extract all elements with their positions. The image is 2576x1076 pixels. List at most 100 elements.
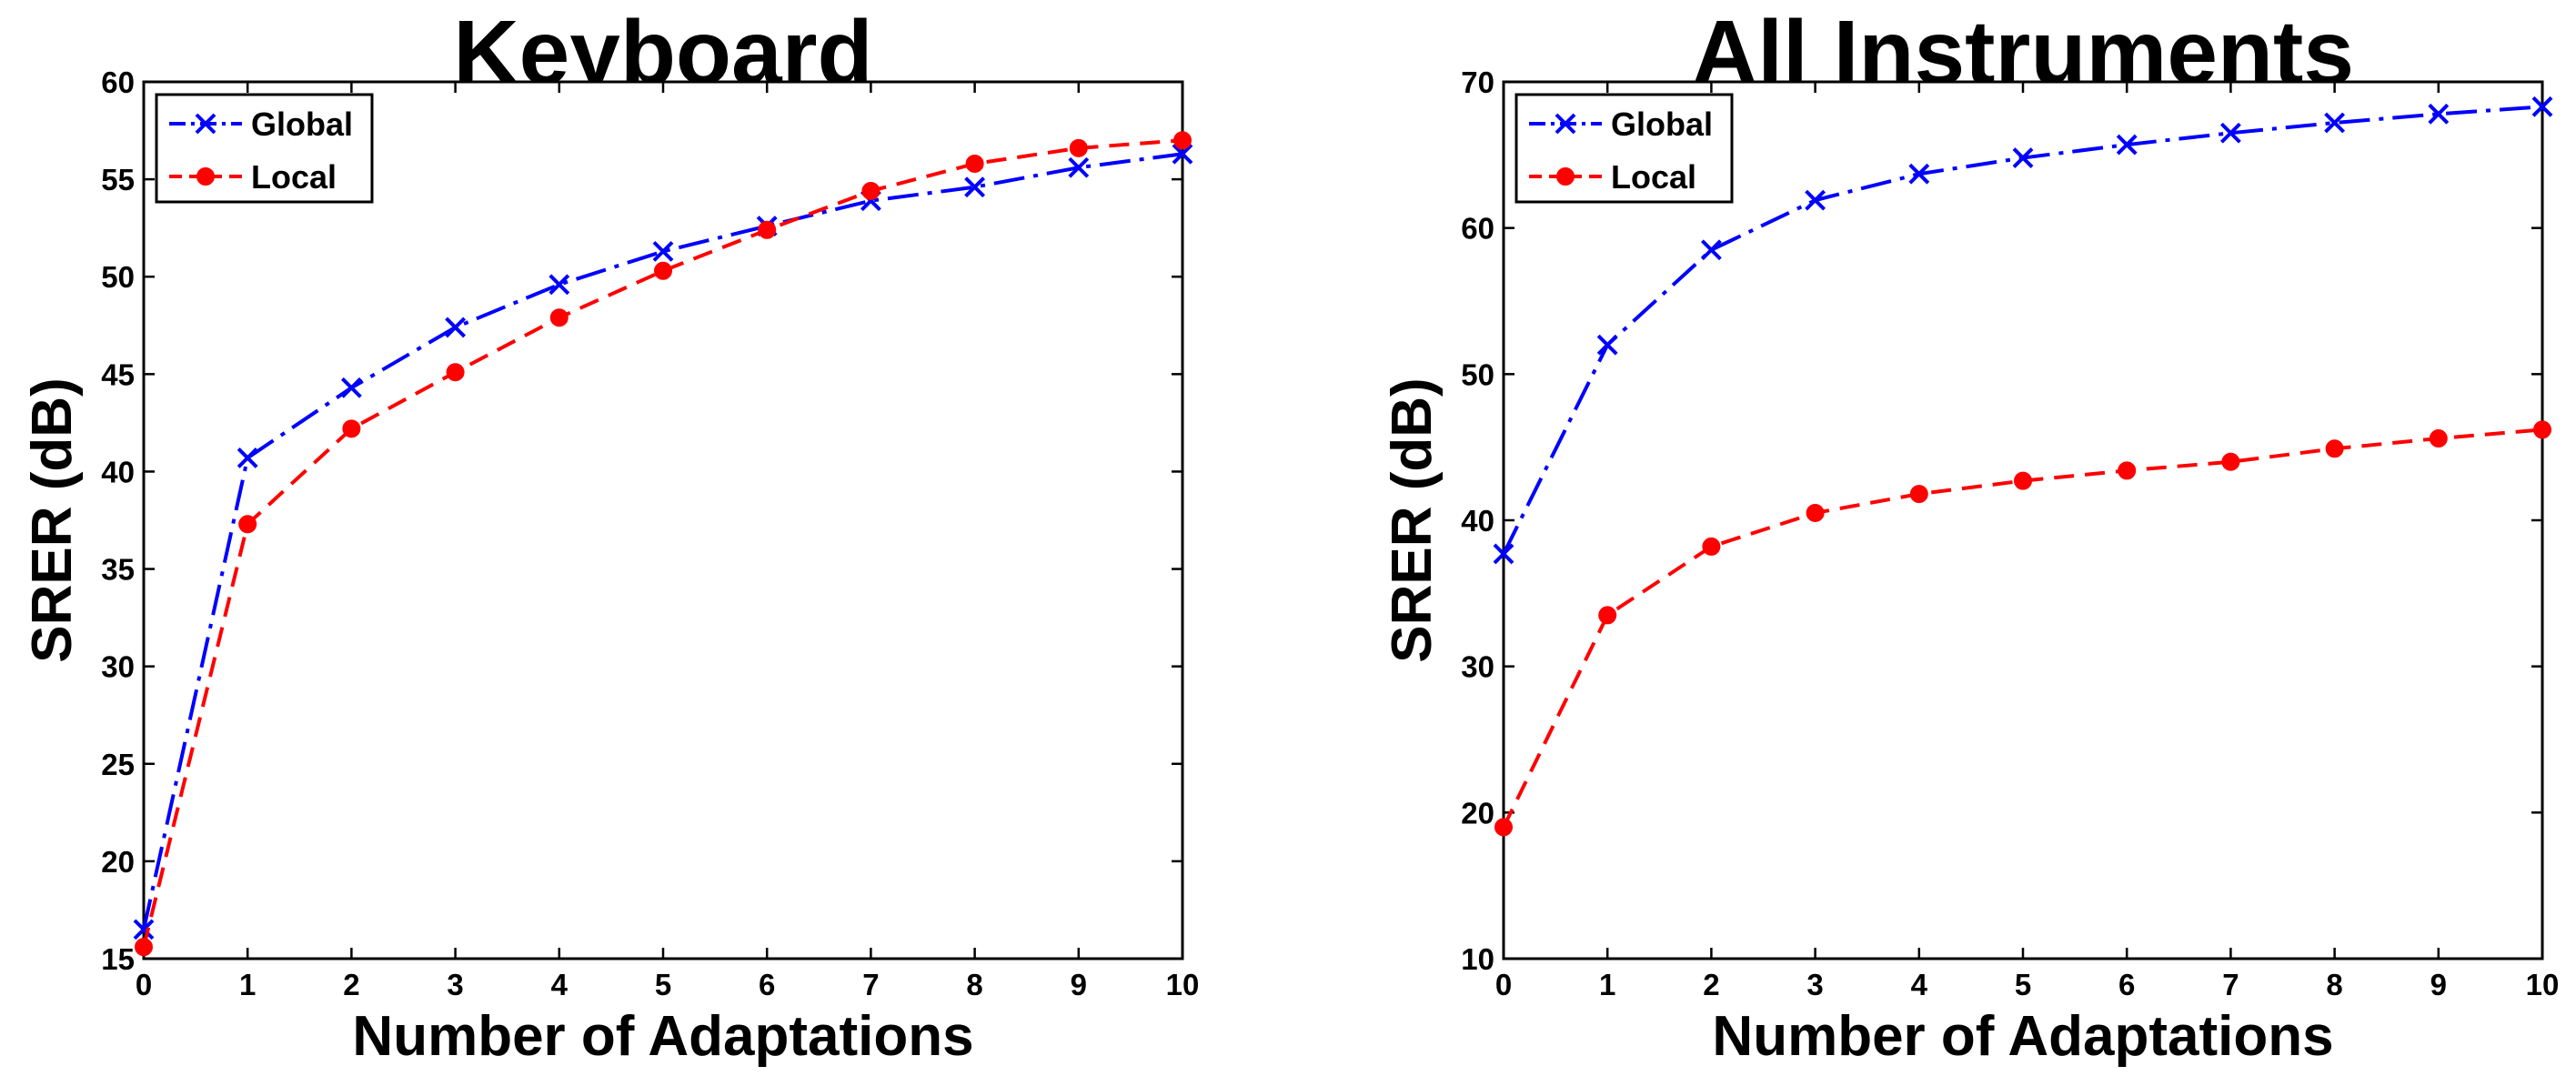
x-tick-label: 10 — [1166, 968, 1200, 1001]
y-tick-label: 20 — [101, 845, 135, 879]
data-point-global — [1908, 163, 1930, 185]
x-tick-label: 1 — [239, 968, 256, 1001]
data-point-global — [133, 919, 155, 940]
data-point-local — [2014, 471, 2032, 490]
legend-box — [1514, 93, 1734, 204]
y-tick-label: 40 — [1461, 504, 1494, 538]
y-tick-label: 40 — [101, 455, 135, 488]
data-point-global — [236, 447, 258, 468]
x-tick-label: 5 — [655, 968, 671, 1001]
data-point-global — [2012, 147, 2034, 168]
legend-label-local: Local — [1611, 158, 1696, 196]
y-tick-label: 35 — [101, 553, 135, 587]
y-axis-label: SRER (dB) — [21, 377, 84, 662]
data-point-global — [2324, 112, 2346, 134]
legend-marker-local — [1556, 167, 1575, 186]
x-tick-label: 7 — [2222, 968, 2239, 1001]
data-point-local — [2533, 420, 2551, 439]
data-point-global — [1172, 143, 1193, 165]
data-point-local — [1173, 131, 1192, 150]
data-point-global — [2531, 96, 2553, 117]
y-tick-label: 15 — [101, 942, 135, 976]
x-tick-label: 4 — [1911, 968, 1928, 1001]
legend: Global Local — [1514, 93, 1734, 204]
legend-marker-global — [1555, 113, 1576, 135]
data-point-local — [1069, 138, 1088, 157]
data-point-global — [2428, 103, 2450, 125]
x-tick-label: 2 — [343, 968, 359, 1001]
y-tick-label: 50 — [101, 260, 135, 294]
data-point-local — [2325, 439, 2344, 458]
y-tick-label: 10 — [1461, 942, 1494, 976]
series-local — [135, 131, 1192, 957]
plot-frame — [142, 80, 1184, 960]
data-point-local — [1494, 818, 1513, 837]
y-tick-label: 25 — [101, 748, 135, 781]
data-point-global — [1596, 334, 1618, 356]
data-point-local — [2221, 452, 2240, 471]
y-tick-label: 60 — [101, 65, 135, 99]
data-point-local — [654, 261, 672, 280]
data-point-global — [1068, 156, 1090, 178]
x-tick-label: 9 — [2430, 968, 2447, 1001]
x-tick-label: 4 — [551, 968, 569, 1001]
data-point-local — [238, 515, 257, 534]
series-local — [1494, 420, 2551, 837]
y-tick-label: 30 — [1461, 650, 1494, 684]
data-point-local — [1702, 537, 1721, 556]
legend-label-global: Global — [1611, 106, 1713, 143]
data-point-global — [964, 176, 986, 198]
data-point-local — [342, 419, 361, 438]
series-line-local — [1502, 427, 2543, 829]
y-tick-label: 50 — [1461, 357, 1494, 391]
y-tick-label: 30 — [101, 650, 135, 684]
x-tick-label: 2 — [1703, 968, 1719, 1001]
x-tick-label: 9 — [1071, 968, 1087, 1001]
x-tick-label: 6 — [759, 968, 775, 1001]
y-tick-label: 45 — [101, 357, 135, 391]
y-tick-label: 60 — [1461, 212, 1494, 246]
data-point-local — [549, 308, 569, 327]
data-point-local — [861, 181, 880, 200]
data-point-local — [758, 220, 777, 239]
data-point-local — [1806, 503, 1825, 522]
legend-marker-local — [196, 167, 215, 186]
x-tick-label: 5 — [2015, 968, 2031, 1001]
data-point-global — [340, 377, 362, 398]
data-point-local — [2118, 461, 2137, 480]
series-line-local — [142, 138, 1183, 948]
y-tick-label: 20 — [1461, 796, 1494, 830]
y-tick-label: 55 — [101, 163, 135, 196]
x-tick-label: 8 — [2326, 968, 2342, 1001]
x-tick-label: 8 — [966, 968, 982, 1001]
y-tick-label: 70 — [1461, 65, 1494, 99]
x-tick-label: 3 — [447, 968, 463, 1001]
data-point-global — [2116, 134, 2138, 156]
x-axis-label: Number of Adaptations — [1712, 1005, 2333, 1068]
data-point-global — [2219, 122, 2241, 144]
data-point-global — [445, 317, 467, 338]
x-tick-label: 6 — [2118, 968, 2135, 1001]
x-axis-label: Number of Adaptations — [352, 1005, 973, 1068]
data-point-local — [1598, 606, 1617, 625]
legend-label-local: Local — [251, 158, 337, 196]
y-axis-label: SRER (dB) — [1381, 377, 1444, 662]
x-tick-label: 1 — [1599, 968, 1615, 1001]
data-point-local — [965, 154, 984, 173]
x-tick-label: 3 — [1806, 968, 1823, 1001]
data-point-local — [135, 938, 153, 957]
data-point-local — [1909, 485, 1928, 504]
x-tick-label: 7 — [862, 968, 879, 1001]
plot-frame — [1502, 80, 2544, 960]
legend: Global Local — [155, 93, 374, 204]
data-point-global — [1805, 189, 1826, 211]
x-tick-label: 10 — [2526, 968, 2560, 1001]
data-point-global — [548, 274, 570, 296]
x-tick-label: 0 — [1495, 968, 1512, 1001]
data-point-global — [1700, 239, 1722, 261]
legend-label-global: Global — [251, 106, 353, 143]
data-point-local — [2429, 429, 2448, 448]
series-line-global — [142, 152, 1183, 930]
